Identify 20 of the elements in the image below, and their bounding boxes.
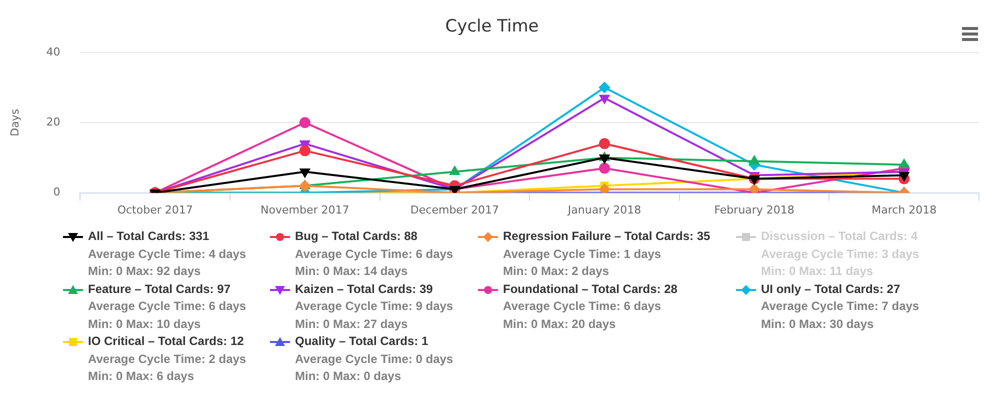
x-tick-label: December 2017 — [410, 203, 499, 216]
x-tick-label: February 2018 — [714, 203, 794, 216]
y-axis-title: Days — [8, 108, 22, 136]
legend-label: All – Total Cards: 331 Average Cycle Time: 4 days Min: 0 Max: 92 days — [88, 228, 246, 280]
legend-label: Kaizen – Total Cards: 39 Average Cycle Time: 9 days Min: 0 Max: 27 days — [295, 280, 454, 332]
legend-label: UI only – Total Cards: 27 Average Cycle Time: 7 days Min: 0 Max: 30 days — [761, 280, 920, 332]
legend-label: Feature – Total Cards: 97 Average Cycle Time: 6 days Min: 0 Max: 10 days — [88, 280, 246, 332]
x-tick-label: November 2017 — [260, 203, 350, 216]
legend-label: IO Critical – Total Cards: 12 Average Cycle Time: 2 days Min: 0 Max: 6 days — [88, 333, 246, 385]
chart-title: Cycle Time — [445, 16, 539, 37]
legend-label: Quality – Total Cards: 1 Average Cycle Time: 0 days Min: 0 Max: 0 days — [295, 333, 454, 385]
legend-label: Regression Failure – Total Cards: 35 Average Cycle Time: 1 days Min: 0 Max: 2 days — [503, 228, 710, 280]
legend-label: Foundational – Total Cards: 28 Average Cycle Time: 6 days Min: 0 Max: 20 days — [503, 280, 678, 332]
y-tick-label: 40 — [46, 45, 60, 58]
y-tick-label: 20 — [46, 115, 60, 128]
x-tick-label: January 2018 — [566, 203, 642, 216]
x-tick-label: October 2017 — [117, 203, 193, 216]
y-tick-label: 0 — [53, 186, 60, 199]
x-tick-label: March 2018 — [872, 203, 937, 216]
legend-label: Bug – Total Cards: 88 Average Cycle Time: 6 days Min: 0 Max: 14 days — [295, 228, 454, 280]
